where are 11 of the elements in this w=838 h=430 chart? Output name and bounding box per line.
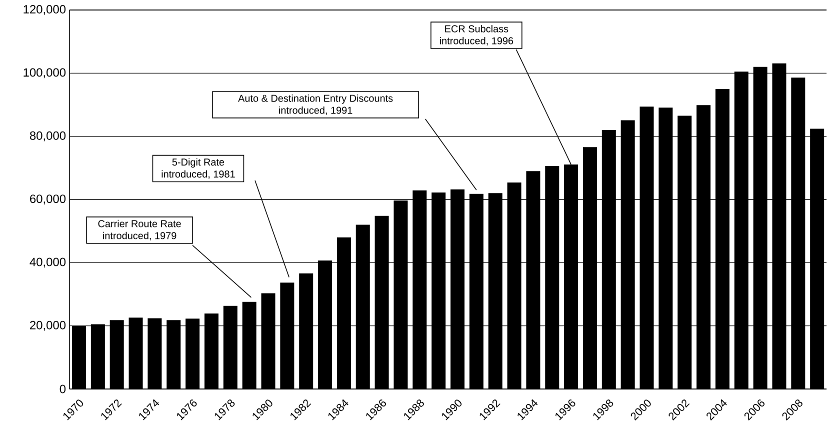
y-tick-label: 100,000 — [24, 68, 66, 78]
y-tick-label: 120,000 — [24, 5, 66, 15]
y-tick-label: 80,000 — [30, 131, 66, 142]
y-tick-label: 60,000 — [30, 194, 66, 204]
y-tick-label: 40,000 — [30, 258, 66, 268]
y-tick-label: 20,000 — [30, 320, 66, 331]
annotation: Carrier Route Rate introduced, 1979 — [98, 220, 181, 240]
annotation: 5-Digit Rate introduced, 1981 — [162, 158, 235, 179]
y-tick-label: 0 — [60, 384, 66, 394]
annotation: Auto & Destination Entry Discounts introduced, 1991 — [238, 94, 393, 115]
annotation: ECR Subclass introduced, 1996 — [440, 25, 514, 46]
